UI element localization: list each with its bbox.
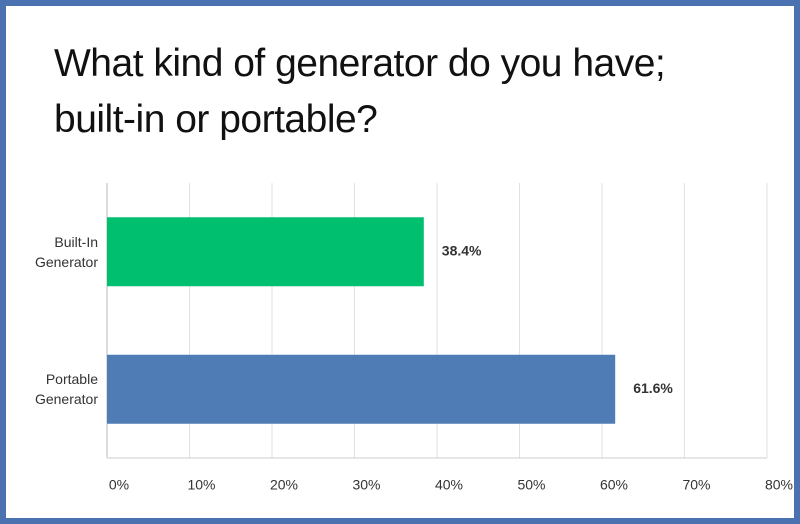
bar — [107, 354, 616, 424]
x-tick-label: 30% — [352, 477, 380, 493]
y-tick-label: Built-In Generator — [34, 233, 98, 270]
bar — [107, 217, 424, 287]
x-tick-label: 60% — [600, 477, 628, 493]
value-label: 61.6% — [633, 380, 673, 396]
x-tick-label: 50% — [517, 477, 545, 493]
value-label: 38.4% — [442, 242, 482, 258]
x-tick-label: 10% — [187, 477, 215, 493]
x-tick-label: 0% — [109, 477, 129, 493]
chart: 0% 10% 20% 30% 40% 50% 60% 70% 80% 38.4% 61.6% — [106, 183, 793, 493]
chart-title: What kind of generator do you have; buil… — [54, 42, 666, 141]
x-tick-label: 80% — [765, 477, 793, 493]
x-tick-label: 40% — [435, 477, 463, 493]
x-tick-label: 70% — [682, 477, 710, 493]
x-tick-label: 20% — [270, 477, 298, 493]
y-tick-label: Portable Generator — [34, 371, 98, 408]
